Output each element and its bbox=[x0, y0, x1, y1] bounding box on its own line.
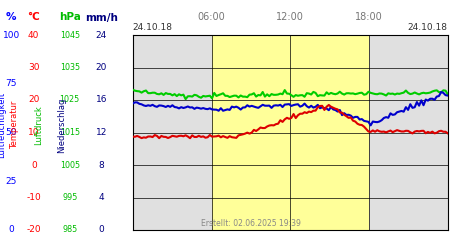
Text: Niederschlag: Niederschlag bbox=[58, 97, 67, 153]
Text: 1045: 1045 bbox=[60, 30, 80, 40]
Text: -10: -10 bbox=[27, 193, 41, 202]
Text: 24.10.18: 24.10.18 bbox=[133, 24, 173, 32]
Text: 06:00: 06:00 bbox=[198, 12, 225, 22]
Text: -20: -20 bbox=[27, 226, 41, 234]
Text: 24: 24 bbox=[95, 30, 107, 40]
Text: 18:00: 18:00 bbox=[355, 12, 383, 22]
Text: 40: 40 bbox=[28, 30, 40, 40]
Text: 20: 20 bbox=[28, 96, 40, 104]
Text: 1025: 1025 bbox=[59, 96, 80, 104]
Text: Temperatur: Temperatur bbox=[10, 101, 19, 149]
Text: 0: 0 bbox=[99, 226, 104, 234]
Text: 1015: 1015 bbox=[60, 128, 80, 137]
Text: 100: 100 bbox=[3, 30, 20, 40]
Text: 10: 10 bbox=[28, 128, 40, 137]
Text: 0: 0 bbox=[31, 160, 36, 170]
Text: 16: 16 bbox=[95, 96, 107, 104]
Text: 25: 25 bbox=[5, 177, 17, 186]
Text: 8: 8 bbox=[99, 160, 104, 170]
Text: 24.10.18: 24.10.18 bbox=[408, 24, 448, 32]
Text: Erstellt: 02.06.2025 19:39: Erstellt: 02.06.2025 19:39 bbox=[201, 218, 301, 228]
Text: 1035: 1035 bbox=[60, 63, 80, 72]
Text: 75: 75 bbox=[5, 79, 17, 88]
Text: 1005: 1005 bbox=[60, 160, 80, 170]
Text: %: % bbox=[6, 12, 17, 22]
Text: °C: °C bbox=[27, 12, 40, 22]
Text: 4: 4 bbox=[99, 193, 104, 202]
Text: 12:00: 12:00 bbox=[276, 12, 304, 22]
Text: hPa: hPa bbox=[59, 12, 81, 22]
Text: 985: 985 bbox=[62, 226, 77, 234]
Text: 995: 995 bbox=[62, 193, 77, 202]
Text: 50: 50 bbox=[5, 128, 17, 137]
Text: 0: 0 bbox=[9, 226, 14, 234]
Text: 20: 20 bbox=[95, 63, 107, 72]
Text: Luftfeuchtigkeit: Luftfeuchtigkeit bbox=[0, 92, 6, 158]
Text: 12: 12 bbox=[95, 128, 107, 137]
Bar bbox=[212, 35, 369, 230]
Text: mm/h: mm/h bbox=[85, 12, 118, 22]
Text: 30: 30 bbox=[28, 63, 40, 72]
Text: Luftdruck: Luftdruck bbox=[34, 105, 43, 145]
